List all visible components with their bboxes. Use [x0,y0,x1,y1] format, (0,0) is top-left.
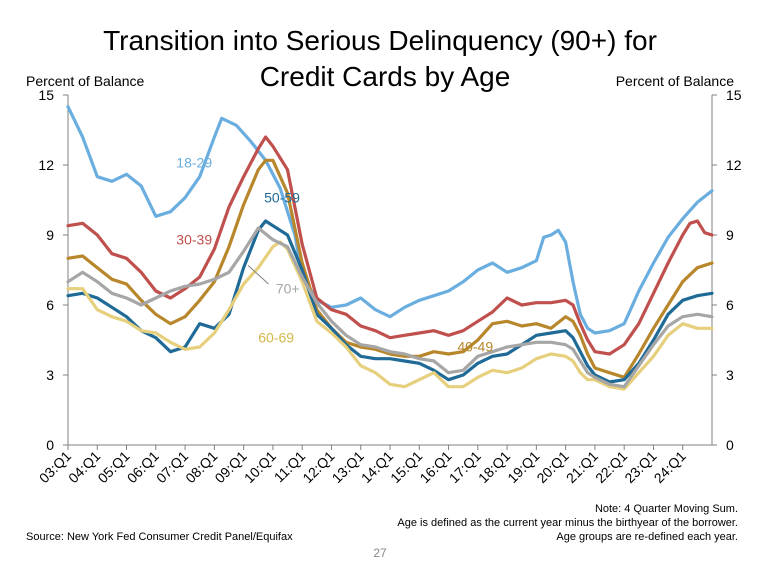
y-tick-label-left: 3 [46,367,54,383]
x-tick-label: 15:Q1 [387,448,425,486]
y-tick-label-right: 6 [726,297,734,313]
x-tick-label: 16:Q1 [416,448,454,486]
label-pointer-70plus [247,264,269,285]
y-tick-label-left: 12 [38,157,54,173]
series-line-70+ [66,226,714,389]
x-tick-label: 09:Q1 [211,448,249,486]
page-number: 27 [373,546,387,560]
x-tick-label: 11:Q1 [271,448,309,486]
note-line-1: Note: 4 Quarter Moving Sum. [595,503,738,515]
x-tick-label: 24:Q1 [651,448,689,486]
note-line-3: Age groups are re-defined each year. [556,531,738,543]
x-tick-label: 07:Q1 [153,448,191,486]
y-tick-label-right: 3 [726,367,734,383]
x-tick-label: 04:Q1 [65,448,103,486]
series-group [66,105,714,391]
series-labels-group: 18-29 30-39 50-59 70+ 60-69 40-49 [176,154,493,354]
source-note: Source: New York Fed Consumer Credit Pan… [26,531,293,543]
chart-title-line2: Credit Cards by Age [260,61,511,92]
x-tick-label: 20:Q1 [533,448,571,486]
x-tick-label: 08:Q1 [182,448,220,486]
series-label-60-69: 60-69 [258,329,294,345]
series-line-50-59 [66,219,714,384]
series-line-60-69 [66,240,714,391]
series-label-70+: 70+ [276,280,300,296]
x-tick-label: 18:Q1 [475,448,513,486]
y-tick-label-left: 15 [38,87,54,103]
series-line-18-29 [66,105,714,335]
chart-title-line1: Transition into Serious Delinquency (90+… [103,25,657,56]
series-line-40-49 [66,158,714,379]
y-tick-label-left: 9 [46,227,54,243]
x-tick-label: 03:Q1 [36,448,74,486]
y-tick-label-right: 9 [726,227,734,243]
y-tick-label-left: 6 [46,297,54,313]
note-line-2: Age is defined as the current year minus… [397,517,738,529]
series-label-50-59: 50-59 [264,189,300,205]
x-tick-label: 13:Q1 [329,448,367,486]
axes-group: 0 0 3 3 6 6 9 9 12 12 15 15 03:Q104:Q105:Q106:Q107:Q… [36,87,742,486]
x-tick-label: 05:Q1 [94,448,132,486]
x-tick-label: 19:Q1 [504,448,542,486]
y-axis-label-left: Percent of Balance [26,73,145,89]
x-tick-label: 23:Q1 [621,448,659,486]
x-tick-label: 10:Q1 [241,448,279,486]
series-label-18-29: 18-29 [176,154,212,170]
series-label-40-49: 40-49 [457,339,493,355]
x-tick-label: 21:Q1 [563,448,601,486]
series-label-30-39: 30-39 [176,231,212,247]
x-tick-label: 17:Q1 [446,448,484,486]
y-tick-label-right: 12 [726,157,742,173]
y-tick-label-right: 15 [726,87,742,103]
y-axis-label-right: Percent of Balance [616,73,735,89]
x-tick-label: 12:Q1 [299,448,337,486]
y-tick-label-right: 0 [726,437,734,453]
x-tick-label: 22:Q1 [592,448,630,486]
x-tick-label: 06:Q1 [124,448,162,486]
y-tick-label-left: 0 [46,437,54,453]
x-tick-label: 14:Q1 [358,448,396,486]
